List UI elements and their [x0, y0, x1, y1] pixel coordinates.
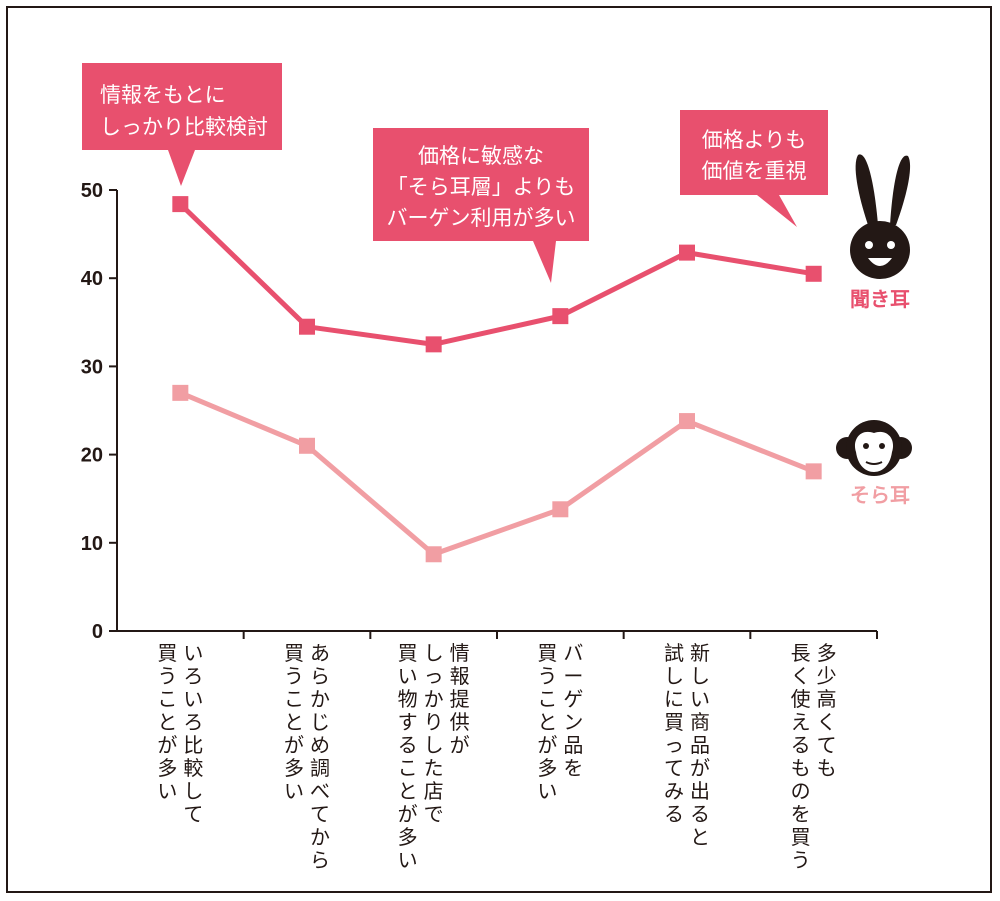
series-2-point: [552, 501, 569, 518]
callout-2: 価格に敏感な 「そら耳層」よりも バーゲン利用が多い: [373, 128, 589, 283]
callout-2-line-2: 「そら耳層」よりも: [387, 175, 576, 199]
y-tick-label: 30: [81, 356, 103, 378]
y-tick-label: 10: [81, 533, 103, 555]
callout-3-box: [680, 110, 828, 227]
callout-1-line-1: 情報をもとに: [100, 83, 226, 107]
series-2-point: [172, 384, 189, 401]
series-1-point: [172, 196, 189, 213]
category-label: 買うことが多い: [157, 641, 177, 803]
series-1-point: [425, 336, 442, 353]
callout-1-box: [82, 63, 282, 186]
callout-1: 情報をもとに しっかり比較検討: [82, 63, 282, 186]
callout-3-line-2: 価値を重視: [702, 159, 807, 183]
category-label: 長く使えるものを買う: [791, 641, 811, 872]
series-2-point: [425, 546, 442, 563]
series-1-point: [299, 318, 315, 335]
category-label: 情報提供が: [450, 641, 470, 757]
series-line-2: [179, 390, 815, 557]
category-label: 買い物することが多い: [398, 641, 418, 872]
series-layer: [172, 196, 822, 563]
category-label: バーゲン品を: [563, 641, 583, 780]
callout-3-line-1: 価格よりも: [702, 128, 807, 152]
series-2-point: [299, 437, 315, 454]
category-label: あらかじめ調べてから: [310, 641, 330, 872]
category-label: 新しい商品が出ると: [690, 641, 710, 849]
y-ticks: 0 10 20 30 40 50: [81, 180, 878, 643]
series-1-point: [805, 265, 822, 282]
y-tick-label: 50: [81, 180, 103, 202]
series-2-point: [679, 413, 695, 430]
category-label: いろいろ比較して: [183, 641, 203, 826]
y-tick-label: 0: [92, 621, 103, 643]
y-tick-label: 40: [81, 268, 103, 290]
series-1-point: [552, 308, 569, 325]
series-1-point: [679, 244, 695, 261]
category-label: 買うことが多い: [537, 641, 557, 803]
legend-label-soramimi: そら耳: [850, 483, 910, 507]
monkey-icon: [836, 420, 912, 476]
callout-3: 価格よりも 価値を重視: [680, 110, 828, 227]
category-label: 試しに買ってみる: [664, 641, 684, 826]
rabbit-icon: [850, 154, 911, 279]
category-label: 買うことが多い: [284, 641, 304, 803]
legend-label-kikimimi: 聞き耳: [850, 287, 910, 311]
callout-2-line-1: 価格に敏感な: [418, 144, 544, 168]
category-labels: いろいろ比較して買うことが多いあらかじめ調べてから買うことが多い情報提供がしっか…: [157, 641, 836, 872]
chart-frame: [6, 6, 992, 893]
series-line-1: [178, 202, 815, 347]
callout-1-line-2: しっかり比較検討: [100, 115, 268, 139]
callout-2-line-3: バーゲン利用が多い: [387, 206, 576, 230]
callout-2-box: [373, 128, 589, 283]
category-label: しっかりした店で: [424, 641, 444, 826]
y-tick-label: 20: [81, 445, 103, 467]
category-label: 多少高くても: [817, 641, 837, 780]
series-2-point: [805, 463, 822, 480]
